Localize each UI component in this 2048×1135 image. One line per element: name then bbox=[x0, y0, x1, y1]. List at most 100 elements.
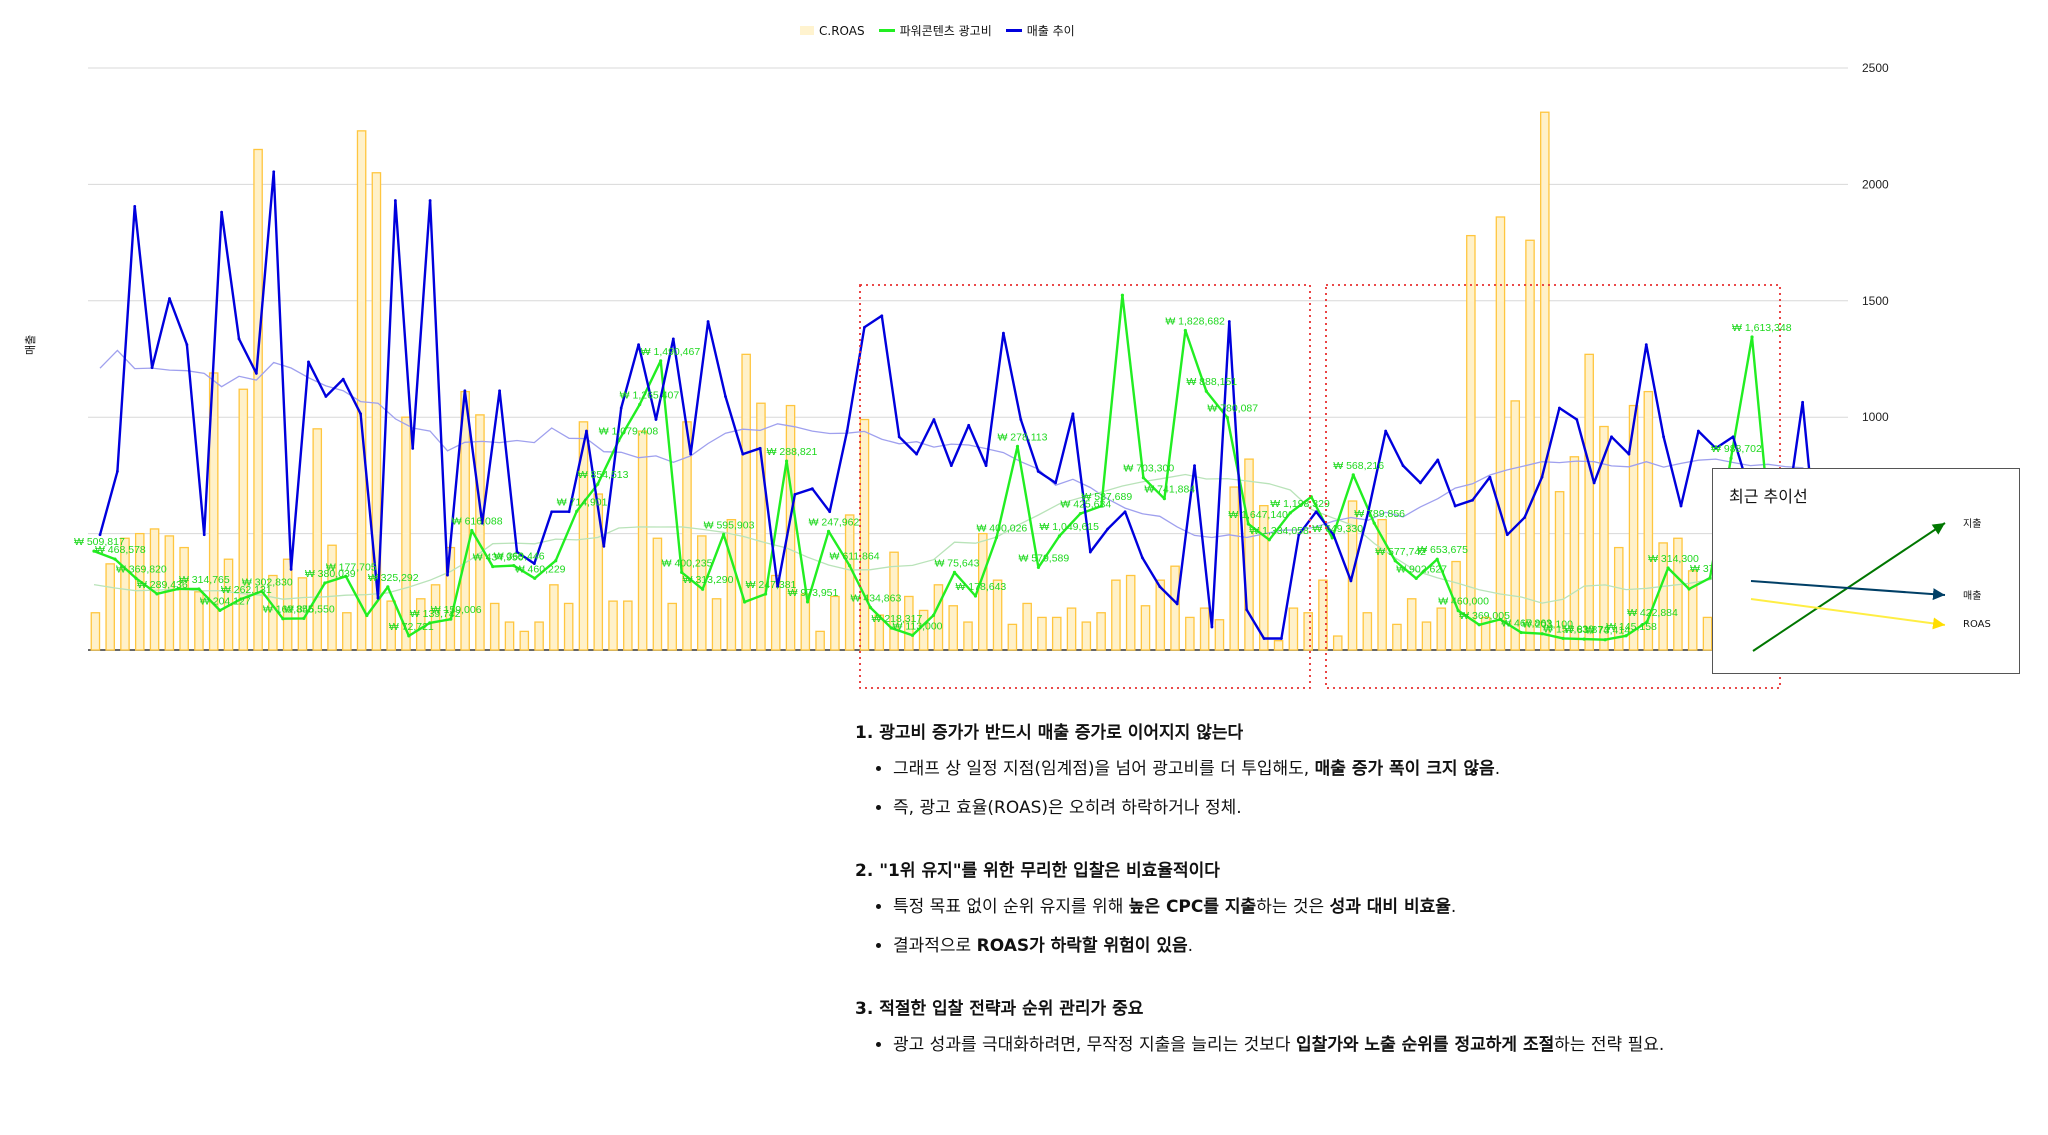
roas-bar bbox=[356, 130, 367, 651]
sales-point bbox=[654, 418, 658, 421]
legend-label-roas: C.ROAS bbox=[819, 23, 865, 38]
spend-data-label: ₩ 460,000 bbox=[1438, 596, 1489, 608]
sales-point bbox=[1019, 418, 1023, 421]
y-axis-right-ticks: 2500 2000 1500 1000 bbox=[1862, 61, 1889, 424]
legend-item-spend[interactable]: 파워콘텐츠 광고비 bbox=[878, 22, 992, 39]
sales-point bbox=[1384, 429, 1388, 433]
sales-point bbox=[237, 337, 241, 341]
sales-point bbox=[446, 573, 449, 577]
sales-point bbox=[776, 585, 779, 589]
spend-data-label: ₩ 888,151 bbox=[1186, 376, 1237, 388]
spend-point bbox=[197, 587, 201, 591]
spend-point bbox=[281, 617, 285, 621]
spend-data-label: ₩ 577,742 bbox=[1375, 546, 1426, 558]
roas-bar bbox=[1214, 619, 1225, 651]
spend-data-label: ₩ 780,087 bbox=[1207, 403, 1258, 415]
roas-bar bbox=[1643, 390, 1654, 651]
spend-point bbox=[1246, 522, 1250, 526]
sales-point bbox=[550, 510, 554, 514]
legend-item-sales[interactable]: 매출 추이 bbox=[1005, 22, 1075, 39]
sales-point bbox=[1662, 435, 1666, 439]
spend-data-label: ₩ 1,828,682 bbox=[1165, 315, 1225, 327]
note-1-bullet-1: 그래프 상 일정 지점(임계점)을 넘어 광고비를 더 투입해도, 매출 증가 … bbox=[893, 757, 1955, 781]
spend-data-label: ₩ 139,742 bbox=[410, 608, 461, 620]
roas-bar bbox=[475, 414, 485, 651]
sales-point bbox=[1245, 608, 1249, 612]
legend-item-roas[interactable]: C.ROAS bbox=[800, 24, 865, 38]
spend-data-label: ₩ 988,702 bbox=[1711, 443, 1762, 455]
roas-bar bbox=[948, 605, 959, 651]
roas-bar bbox=[194, 591, 204, 651]
note-1-b1-text-a: 그래프 상 일정 지점(임계점)을 넘어 광고비를 더 투입해도, bbox=[893, 759, 1315, 779]
note-2-b1-text-e: . bbox=[1450, 897, 1457, 917]
spend-point bbox=[659, 359, 663, 363]
spend-data-label: ₩ 262,131 bbox=[221, 584, 272, 596]
spend-point bbox=[1351, 473, 1355, 477]
note-2-title: 2. "1위 유지"를 위한 무리한 입찰은 비효율적이다 bbox=[855, 861, 1220, 881]
spend-data-label: ₩ 400,235 bbox=[662, 557, 713, 569]
combo-chart: ₩ 509,817₩ 468,578₩ 369,820₩ 289,436₩ 31… bbox=[74, 61, 1889, 689]
spend-data-label: ₩ 460,229 bbox=[515, 563, 566, 575]
sales-line bbox=[98, 170, 1822, 640]
spend-data-label: ₩ 302,830 bbox=[242, 576, 293, 588]
spend-data-label: ₩ 247,381 bbox=[746, 579, 797, 591]
spend-data-label: ₩ 1,334,058 bbox=[1249, 525, 1309, 537]
roas-bar bbox=[652, 537, 663, 651]
sales-point bbox=[828, 510, 832, 514]
spend-point bbox=[1120, 293, 1124, 297]
spend-point bbox=[784, 459, 789, 463]
sales-point bbox=[515, 550, 519, 554]
spend-data-label: ₩ 1,613,348 bbox=[1732, 322, 1792, 334]
spend-data-label: ₩ 73,414 bbox=[1585, 625, 1630, 637]
spend-point bbox=[470, 528, 474, 533]
spend-data-label: ₩ 145,158 bbox=[1606, 621, 1657, 633]
roas-bar bbox=[1288, 607, 1299, 651]
sales-point bbox=[793, 493, 797, 496]
spend-point bbox=[701, 587, 705, 591]
spend-point bbox=[1078, 511, 1083, 516]
spend-data-label: ₩ 313,290 bbox=[683, 574, 734, 586]
spend-point bbox=[1288, 511, 1292, 515]
note-1-b1-text-c: . bbox=[1494, 759, 1501, 779]
note-2-bullet-1: 특정 목표 없이 순위 유지를 위해 높은 CPC를 지출하는 것은 성과 대비… bbox=[893, 895, 1955, 919]
spend-point bbox=[952, 570, 957, 574]
sales-point bbox=[863, 325, 866, 329]
roas-bar bbox=[1436, 607, 1447, 651]
spend-data-label: ₩ 422,884 bbox=[1627, 607, 1678, 619]
roas-bar bbox=[623, 600, 633, 651]
spend-point bbox=[554, 559, 558, 563]
spend-data-label: ₩ 425,634 bbox=[1060, 499, 1111, 511]
sales-point bbox=[1297, 533, 1301, 537]
roas-bar bbox=[1392, 623, 1402, 651]
roas-bar bbox=[1229, 486, 1240, 651]
spend-data-label: ₩ 159,006 bbox=[431, 604, 482, 616]
roas-bar bbox=[1051, 616, 1062, 651]
sales-point bbox=[1679, 504, 1683, 508]
spend-point bbox=[1183, 328, 1187, 333]
sales-point bbox=[411, 446, 415, 450]
note-2-b1-text-c: 하는 것은 bbox=[1256, 897, 1330, 917]
roas-bar bbox=[1185, 616, 1195, 651]
roas-bar bbox=[238, 388, 249, 651]
spend-data-label: ₩ 1,079,408 bbox=[599, 426, 659, 438]
sales-point bbox=[706, 320, 710, 323]
spend-point bbox=[847, 564, 852, 568]
sales-point bbox=[1401, 464, 1405, 468]
sales-point bbox=[115, 469, 119, 473]
spend-point bbox=[1582, 637, 1586, 641]
sales-point bbox=[1332, 533, 1335, 537]
spend-data-label: ₩ 162,855 bbox=[263, 604, 314, 616]
y-axis-label: 매출 bbox=[24, 334, 37, 355]
roas-bar bbox=[1259, 505, 1269, 651]
roas-bar bbox=[105, 563, 115, 651]
sales-point bbox=[1123, 510, 1127, 514]
sales-point bbox=[915, 452, 918, 456]
sales-point bbox=[1210, 625, 1214, 629]
trend-arrow-roas bbox=[1750, 598, 1946, 630]
y-tick-label: 1500 bbox=[1862, 294, 1889, 308]
spend-point bbox=[1015, 444, 1020, 448]
roas-bar bbox=[741, 353, 751, 651]
spend-data-label: ₩ 434,863 bbox=[851, 593, 902, 605]
spend-point bbox=[1330, 536, 1334, 540]
roas-bar bbox=[519, 630, 530, 651]
